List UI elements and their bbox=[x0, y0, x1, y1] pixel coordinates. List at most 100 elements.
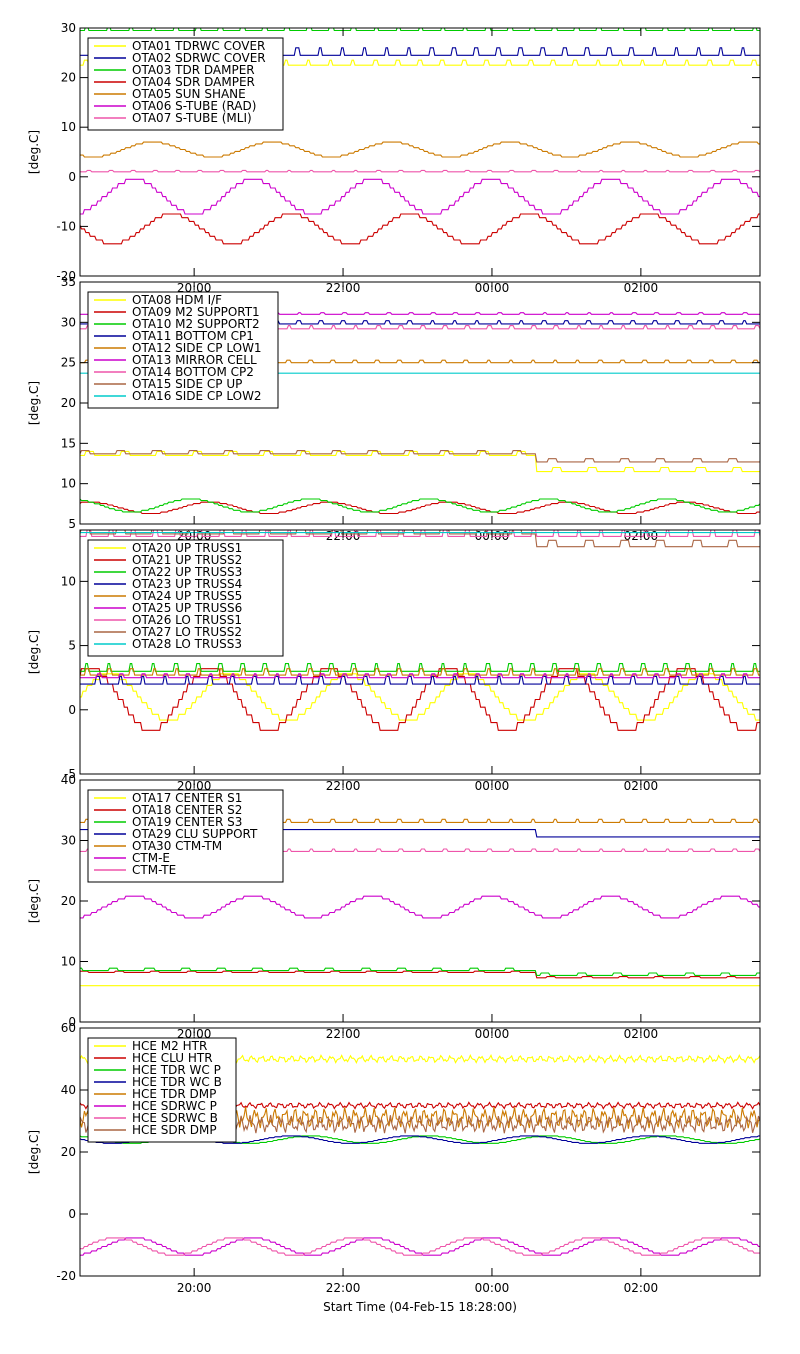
y-tick-label: 0 bbox=[68, 1207, 76, 1221]
y-tick-label: -5 bbox=[64, 767, 76, 781]
y-axis-label: [deg.C] bbox=[27, 879, 41, 923]
legend-entry: OTA02 SDRWC COVER bbox=[132, 51, 266, 65]
legend-box bbox=[87, 789, 284, 883]
series-line bbox=[80, 178, 760, 215]
y-tick-label: 10 bbox=[61, 955, 76, 969]
series-line bbox=[80, 213, 760, 245]
legend-entry: OTA18 CENTER S2 bbox=[132, 803, 242, 817]
y-tick-label: 15 bbox=[61, 436, 76, 450]
legend-entry: OTA15 SIDE CP UP bbox=[132, 377, 242, 391]
y-tick-label: 20 bbox=[61, 1145, 76, 1159]
series-line bbox=[80, 673, 760, 679]
legend-entry: OTA05 SUN SHANE bbox=[132, 87, 246, 101]
x-tick-label: 22:00 bbox=[326, 1281, 361, 1295]
legend-entry: OTA24 UP TRUSS5 bbox=[132, 589, 242, 603]
y-tick-label: -20 bbox=[56, 269, 76, 283]
x-axis-title: Start Time (04-Feb-15 18:28:00) bbox=[323, 1300, 517, 1314]
series-line bbox=[80, 675, 760, 685]
y-tick-label: 35 bbox=[61, 275, 76, 289]
legend-entry: HCE TDR WC P bbox=[132, 1063, 221, 1077]
y-tick-label: 0 bbox=[68, 703, 76, 717]
series-line bbox=[80, 450, 760, 463]
y-tick-label: 5 bbox=[68, 639, 76, 653]
x-tick-label: 00:00 bbox=[475, 1281, 510, 1295]
legend-entry: OTA28 LO TRUSS3 bbox=[132, 637, 242, 651]
series-line bbox=[80, 169, 760, 173]
y-axis-label: [deg.C] bbox=[27, 130, 41, 174]
y-tick-label: 10 bbox=[61, 477, 76, 491]
series-line bbox=[80, 28, 760, 32]
legend-entry: OTA21 UP TRUSS2 bbox=[132, 553, 242, 567]
legend-entry: HCE TDR WC B bbox=[132, 1075, 222, 1089]
y-tick-label: 40 bbox=[61, 773, 76, 787]
legend-entry: OTA16 SIDE CP LOW2 bbox=[132, 389, 262, 403]
y-axis-label: [deg.C] bbox=[27, 1130, 41, 1174]
y-tick-label: 10 bbox=[61, 574, 76, 588]
series-line bbox=[80, 970, 760, 979]
legend-entry: HCE M2 HTR bbox=[132, 1039, 207, 1053]
legend-entry: OTA30 CTM-TM bbox=[132, 839, 222, 853]
legend-entry: OTA25 UP TRUSS6 bbox=[132, 601, 242, 615]
series-line bbox=[80, 668, 760, 676]
legend-entry: OTA06 S-TUBE (RAD) bbox=[132, 99, 256, 113]
legend-entry: OTA17 CENTER S1 bbox=[132, 791, 242, 805]
series-line bbox=[80, 450, 760, 473]
legend-entry: OTA10 M2 SUPPORT2 bbox=[132, 317, 260, 331]
legend-entry: OTA22 UP TRUSS3 bbox=[132, 565, 242, 579]
series-line bbox=[80, 141, 760, 158]
y-axis-label: [deg.C] bbox=[27, 381, 41, 425]
series-line bbox=[80, 673, 760, 721]
legend-entry: HCE CLU HTR bbox=[132, 1051, 213, 1065]
legend-entry: CTM-TE bbox=[132, 863, 176, 877]
legend-entry: OTA09 M2 SUPPORT1 bbox=[132, 305, 260, 319]
x-tick-label: 20:00 bbox=[177, 1281, 212, 1295]
series-line bbox=[80, 530, 760, 548]
y-tick-label: 20 bbox=[61, 396, 76, 410]
legend-entry: OTA12 SIDE CP LOW1 bbox=[132, 341, 262, 355]
legend-entry: OTA08 HDM I/F bbox=[132, 293, 222, 307]
legend-entry: OTA26 LO TRUSS1 bbox=[132, 613, 242, 627]
y-tick-label: 30 bbox=[61, 315, 76, 329]
y-tick-label: 30 bbox=[61, 21, 76, 35]
legend-entry: OTA27 LO TRUSS2 bbox=[132, 625, 242, 639]
legend-entry: OTA23 UP TRUSS4 bbox=[132, 577, 242, 591]
series-line bbox=[80, 498, 760, 513]
legend-entry: OTA04 SDR DAMPER bbox=[132, 75, 255, 89]
series-group bbox=[80, 530, 760, 731]
chart-panel-5: -20 0 20 40 60 [deg.C] 20:00 22:00 00:00 02:00 HCE… bbox=[27, 1021, 761, 1295]
legend-entry: HCE SDRWC P bbox=[132, 1099, 217, 1113]
legend-entry: OTA14 BOTTOM CP2 bbox=[132, 365, 254, 379]
legend-entry: OTA29 CLU SUPPORT bbox=[132, 827, 258, 841]
legend-box bbox=[87, 37, 284, 131]
plot-frame bbox=[79, 529, 761, 775]
legend-entry: OTA20 UP TRUSS1 bbox=[132, 541, 242, 555]
legend-entry: OTA13 MIRROR CELL bbox=[132, 353, 257, 367]
y-tick-label: 60 bbox=[61, 1021, 76, 1035]
y-tick-label: 25 bbox=[61, 356, 76, 370]
series-line bbox=[80, 967, 760, 976]
y-tick-label: 20 bbox=[61, 71, 76, 85]
y-tick-label: -10 bbox=[56, 219, 76, 233]
y-tick-label: 0 bbox=[68, 170, 76, 184]
y-tick-label: 0 bbox=[68, 1015, 76, 1029]
series-group bbox=[80, 312, 760, 515]
y-tick-label: 5 bbox=[68, 517, 76, 531]
series-line bbox=[80, 530, 760, 537]
y-tick-label: 30 bbox=[61, 834, 76, 848]
legend-box bbox=[87, 1037, 237, 1143]
y-tick-label: 10 bbox=[61, 120, 76, 134]
y-axis-label: [deg.C] bbox=[27, 630, 41, 674]
y-tick-label: -20 bbox=[56, 1269, 76, 1283]
series-line bbox=[80, 895, 760, 919]
legend-entry: OTA11 BOTTOM CP1 bbox=[132, 329, 254, 343]
series-line bbox=[80, 668, 760, 731]
y-tick-label: 20 bbox=[61, 894, 76, 908]
legend-entry: OTA03 TDR DAMPER bbox=[132, 63, 255, 77]
legend-entry: HCE TDR DMP bbox=[132, 1087, 216, 1101]
